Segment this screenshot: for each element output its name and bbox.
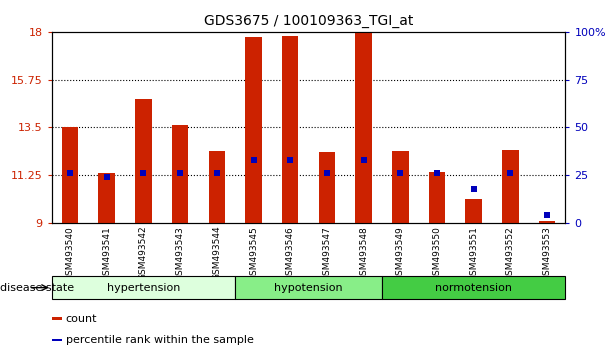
Bar xyxy=(539,221,555,223)
Bar xyxy=(466,199,482,223)
Bar xyxy=(502,150,519,223)
Text: count: count xyxy=(66,314,97,324)
Bar xyxy=(429,172,445,223)
Bar xyxy=(392,151,409,223)
Bar xyxy=(209,151,225,223)
Bar xyxy=(62,127,78,223)
Bar xyxy=(52,338,61,341)
Bar xyxy=(245,37,262,223)
Text: normotension: normotension xyxy=(435,282,512,293)
Bar xyxy=(382,276,565,299)
Title: GDS3675 / 100109363_TGI_at: GDS3675 / 100109363_TGI_at xyxy=(204,14,413,28)
Bar xyxy=(319,152,335,223)
Bar xyxy=(235,276,382,299)
Bar xyxy=(52,317,61,320)
Text: hypertension: hypertension xyxy=(107,282,180,293)
Bar xyxy=(355,32,372,223)
Text: hypotension: hypotension xyxy=(274,282,343,293)
Bar xyxy=(135,99,151,223)
Bar xyxy=(172,125,188,223)
Text: disease state: disease state xyxy=(0,282,74,293)
Text: percentile rank within the sample: percentile rank within the sample xyxy=(66,335,254,345)
Bar xyxy=(98,173,115,223)
Bar xyxy=(52,276,235,299)
Bar xyxy=(282,36,299,223)
